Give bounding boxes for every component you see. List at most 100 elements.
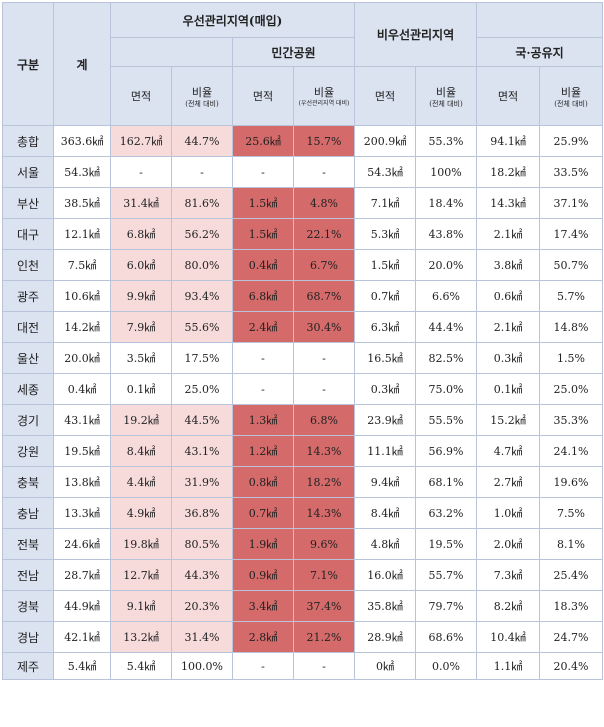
cell-priority-area: 13.2㎢ xyxy=(110,621,172,653)
cell-park-ratio: 9.6% xyxy=(293,528,355,560)
ratio-sub-label: (전체 대비) xyxy=(185,99,219,108)
table-row: 세종 0.4㎢ 0.1㎢ 25.0% - -0.3㎢ 75.0% 0.1㎢ 25.0% xyxy=(2,373,603,405)
cell-national-ratio: 24.7% xyxy=(539,621,603,653)
cell-national-ratio: 35.3% xyxy=(539,404,603,436)
cell-national-area: 2.0㎢ xyxy=(476,528,540,560)
cell-non-priority-area: 200.9㎢ xyxy=(354,125,416,157)
header-national-ratio: 비율 (전체 대비) xyxy=(539,66,603,126)
cell-national-ratio: 14.8% xyxy=(539,311,603,343)
cell-national-area: 15.2㎢ xyxy=(476,404,540,436)
cell-non-priority-ratio: 55.3% xyxy=(415,125,477,157)
cell-total: 42.1㎢ xyxy=(53,621,111,653)
cell-non-priority-area: 0㎢ xyxy=(354,652,416,680)
cell-national-area: 2.1㎢ xyxy=(476,311,540,343)
row-region: 충남 xyxy=(2,497,54,529)
cell-total: 54.3㎢ xyxy=(53,156,111,188)
table-row: 전북 24.6㎢ 19.8㎢ 80.5% 1.9㎢ 9.6% 4.8㎢ 19.5% 2.0㎢ 8.… xyxy=(2,528,603,560)
cell-non-priority-ratio: 6.6% xyxy=(415,280,477,312)
cell-total: 14.2㎢ xyxy=(53,311,111,343)
cell-priority-ratio: 44.5% xyxy=(171,404,233,436)
header-priority-area: 면적 xyxy=(110,66,172,126)
header-park-ratio: 비율 (우선관리지역 대비) xyxy=(293,66,355,126)
cell-national-ratio: 5.7% xyxy=(539,280,603,312)
row-region: 세종 xyxy=(2,373,54,405)
cell-national-ratio: 8.1% xyxy=(539,528,603,560)
cell-non-priority-ratio: 18.4% xyxy=(415,187,477,219)
cell-park-ratio: 7.1% xyxy=(293,559,355,591)
cell-priority-ratio: 93.4% xyxy=(171,280,233,312)
cell-park-area: 3.4㎢ xyxy=(232,590,294,622)
cell-priority-ratio: 80.5% xyxy=(171,528,233,560)
cell-priority-area: 19.8㎢ xyxy=(110,528,172,560)
cell-non-priority-area: 8.4㎢ xyxy=(354,497,416,529)
cell-priority-area: 5.4㎢ xyxy=(110,652,172,680)
cell-national-area: 1.0㎢ xyxy=(476,497,540,529)
cell-priority-ratio: 44.7% xyxy=(171,125,233,157)
cell-park-area: 1.9㎢ xyxy=(232,528,294,560)
cell-national-ratio: 20.4% xyxy=(539,652,603,680)
cell-priority-area: 6.8㎢ xyxy=(110,218,172,250)
cell-park-area: - xyxy=(232,156,294,188)
cell-priority-ratio: 20.3% xyxy=(171,590,233,622)
table-row: 대구 12.1㎢ 6.8㎢ 56.2% 1.5㎢ 22.1% 5.3㎢ 43.8% 2.1㎢ 17… xyxy=(2,218,603,250)
table-row: 강원 19.5㎢ 8.4㎢ 43.1% 1.2㎢ 14.3% 11.1㎢ 56.9% 4.7㎢ 2… xyxy=(2,435,603,467)
cell-non-priority-area: 7.1㎢ xyxy=(354,187,416,219)
header-private-park: 민간공원 xyxy=(232,37,355,67)
cell-priority-area: 7.9㎢ xyxy=(110,311,172,343)
row-region: 총합 xyxy=(2,125,54,157)
cell-total: 7.5㎢ xyxy=(53,249,111,281)
cell-priority-ratio: - xyxy=(171,156,233,188)
cell-priority-area: 31.4㎢ xyxy=(110,187,172,219)
cell-total: 13.3㎢ xyxy=(53,497,111,529)
table-body: 총합 363.6㎢ 162.7㎢ 44.7% 25.6㎢ 15.7% 200.9㎢ 55.3%… xyxy=(2,125,603,680)
cell-non-priority-ratio: 55.5% xyxy=(415,404,477,436)
table-row: 경북 44.9㎢ 9.1㎢ 20.3% 3.4㎢ 37.4% 35.8㎢ 79.7% 8.2㎢ 1… xyxy=(2,590,603,622)
table-row: 총합 363.6㎢ 162.7㎢ 44.7% 25.6㎢ 15.7% 200.9㎢ 55.3%… xyxy=(2,125,603,157)
cell-non-priority-ratio: 19.5% xyxy=(415,528,477,560)
cell-national-ratio: 18.3% xyxy=(539,590,603,622)
cell-priority-ratio: 56.2% xyxy=(171,218,233,250)
cell-priority-area: 9.9㎢ xyxy=(110,280,172,312)
cell-national-ratio: 25.0% xyxy=(539,373,603,405)
cell-national-area: 0.1㎢ xyxy=(476,373,540,405)
row-region: 부산 xyxy=(2,187,54,219)
cell-non-priority-area: 16.5㎢ xyxy=(354,342,416,374)
cell-total: 28.7㎢ xyxy=(53,559,111,591)
cell-non-priority-area: 11.1㎢ xyxy=(354,435,416,467)
cell-park-ratio: 6.7% xyxy=(293,249,355,281)
cell-non-priority-area: 1.5㎢ xyxy=(354,249,416,281)
cell-non-priority-area: 0.7㎢ xyxy=(354,280,416,312)
cell-park-ratio: 22.1% xyxy=(293,218,355,250)
cell-national-ratio: 25.4% xyxy=(539,559,603,591)
cell-non-priority-area: 4.8㎢ xyxy=(354,528,416,560)
cell-national-ratio: 1.5% xyxy=(539,342,603,374)
cell-park-area: - xyxy=(232,652,294,680)
header-priority-ratio: 비율 (전체 대비) xyxy=(171,66,233,126)
table-row: 충북 13.8㎢ 4.4㎢ 31.9% 0.8㎢ 18.2% 9.4㎢ 68.1% 2.7㎢ 19… xyxy=(2,466,603,498)
cell-non-priority-ratio: 56.9% xyxy=(415,435,477,467)
table-row: 서울 54.3㎢ - - - -54.3㎢ 100% 18.2㎢ 33.5% xyxy=(2,156,603,188)
row-region: 경기 xyxy=(2,404,54,436)
cell-park-ratio: 18.2% xyxy=(293,466,355,498)
cell-total: 43.1㎢ xyxy=(53,404,111,436)
cell-non-priority-area: 16.0㎢ xyxy=(354,559,416,591)
cell-priority-ratio: 25.0% xyxy=(171,373,233,405)
cell-non-priority-ratio: 0.0% xyxy=(415,652,477,680)
table-row: 부산 38.5㎢ 31.4㎢ 81.6% 1.5㎢ 4.8% 7.1㎢ 18.4% 14.3㎢ 3… xyxy=(2,187,603,219)
cell-non-priority-ratio: 63.2% xyxy=(415,497,477,529)
cell-park-ratio: 4.8% xyxy=(293,187,355,219)
cell-non-priority-ratio: 68.6% xyxy=(415,621,477,653)
cell-priority-area: 6.0㎢ xyxy=(110,249,172,281)
cell-priority-area: 4.9㎢ xyxy=(110,497,172,529)
cell-priority-ratio: 81.6% xyxy=(171,187,233,219)
cell-total: 20.0㎢ xyxy=(53,342,111,374)
cell-park-ratio: 14.3% xyxy=(293,435,355,467)
cell-national-ratio: 19.6% xyxy=(539,466,603,498)
cell-park-area: 0.7㎢ xyxy=(232,497,294,529)
cell-national-area: 3.8㎢ xyxy=(476,249,540,281)
cell-non-priority-area: 6.3㎢ xyxy=(354,311,416,343)
cell-total: 0.4㎢ xyxy=(53,373,111,405)
table-row: 충남 13.3㎢ 4.9㎢ 36.8% 0.7㎢ 14.3% 8.4㎢ 63.2% 1.0㎢ 7.… xyxy=(2,497,603,529)
row-region: 경북 xyxy=(2,590,54,622)
cell-park-area: 1.2㎢ xyxy=(232,435,294,467)
